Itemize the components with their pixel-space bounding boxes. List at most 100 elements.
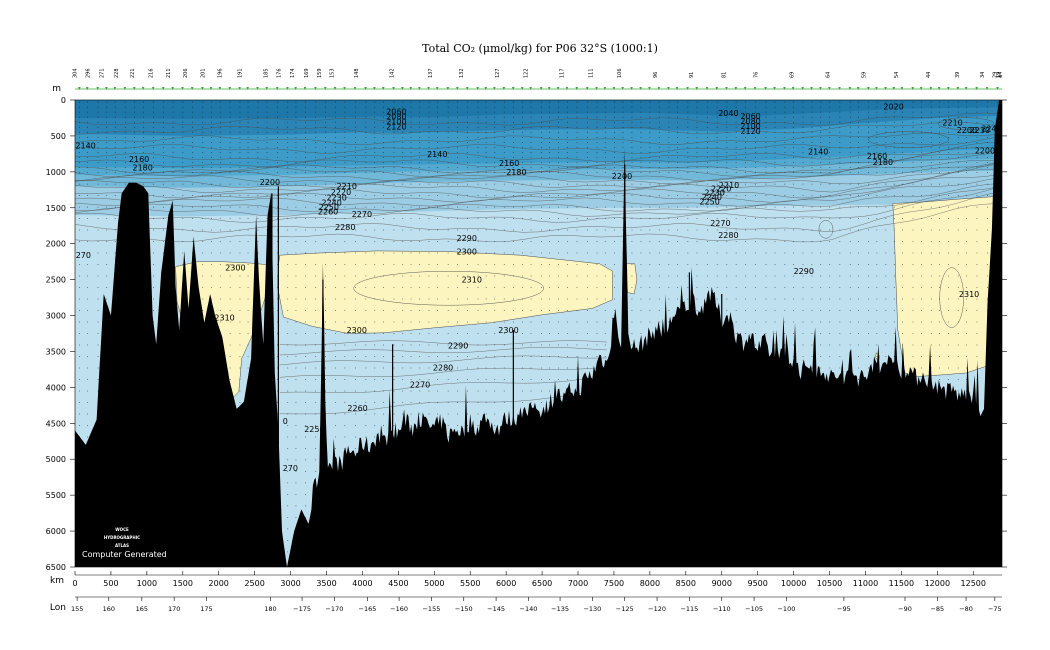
lon-axis: Lon 155 160 165 170 175 180 −175 −170 −165 −160 −1… <box>50 596 1002 613</box>
station-marker <box>975 87 978 90</box>
contour-label: 2210 <box>337 182 357 191</box>
contour-label: 2200 <box>957 126 977 135</box>
station-marker <box>595 87 598 90</box>
contour-label: 2160 <box>867 152 887 161</box>
station-marker <box>919 87 923 90</box>
contour-loop <box>939 267 964 328</box>
station-marker <box>113 87 117 90</box>
contour-label: 2310 <box>462 276 482 285</box>
watermark-line1: WOCE <box>115 527 129 532</box>
station-marker <box>686 87 689 90</box>
contour-line <box>279 366 607 378</box>
plot-frame <box>74 99 1003 568</box>
contour-line <box>74 185 1003 223</box>
station-marker <box>565 87 569 90</box>
contour-label: 2180 <box>133 164 153 173</box>
lon-tick-label: −120 <box>648 605 666 613</box>
station-label: 19 <box>996 72 1002 78</box>
x-tick-label: 1500 <box>173 579 193 588</box>
contour-line <box>279 376 607 393</box>
y-tick-label: 6500 <box>46 563 66 572</box>
station-marker <box>161 87 165 90</box>
station-marker <box>547 87 551 90</box>
x-tick-label: 500 <box>103 579 118 588</box>
watermark-caption: Computer Generated <box>82 550 167 559</box>
contour-label: 2160 <box>129 155 149 164</box>
contour-label: 2020 <box>883 103 903 112</box>
x-tick-label: 2500 <box>244 579 264 588</box>
y-tick-label: 5000 <box>46 455 66 464</box>
station-marker <box>725 87 728 90</box>
x-tick-label: 11000 <box>853 579 878 588</box>
station-marker <box>373 87 376 90</box>
contour-label: 2140 <box>808 148 828 157</box>
station-marker <box>612 87 616 90</box>
contour-label: 2140 <box>75 141 95 150</box>
station-marker <box>695 87 699 90</box>
station-marker <box>333 87 337 90</box>
station-marker <box>201 87 204 90</box>
x-tick-label: 12000 <box>925 579 950 588</box>
lon-tick-label: −80 <box>959 605 973 613</box>
contour-label: 2140 <box>427 150 447 159</box>
y-tick-label: 6000 <box>46 527 66 536</box>
lon-tick-label: −165 <box>359 605 377 613</box>
station-marker <box>303 87 307 90</box>
lon-tick-label: −135 <box>551 605 569 613</box>
station-marker <box>418 87 421 90</box>
y-tick-label: 2000 <box>46 240 66 249</box>
station-marker <box>810 87 813 90</box>
contour-label: 2250 <box>304 425 324 434</box>
bathymetry <box>75 100 1002 567</box>
contour-label: 2270 <box>352 210 372 219</box>
station-label: 91 <box>689 72 695 78</box>
station-marker <box>238 87 241 90</box>
contour-line <box>74 191 1003 233</box>
y-tick-label: 500 <box>51 132 66 141</box>
contour-label: 2270 <box>410 381 430 390</box>
lon-tick-label: −160 <box>390 605 408 613</box>
station-marker <box>630 87 633 90</box>
station-marker <box>856 87 860 90</box>
station-label: 127 <box>495 68 501 78</box>
watermark-line2: HYDROGRAPHIC <box>104 535 140 540</box>
band-2060 <box>75 100 1002 119</box>
station-marker <box>409 87 413 90</box>
station-label: 153 <box>330 68 336 78</box>
contour-loop <box>818 220 834 239</box>
station-label: 76 <box>754 72 760 78</box>
station-marker <box>911 87 914 90</box>
station-marker <box>275 87 279 90</box>
lon-tick-label: −100 <box>777 605 795 613</box>
contour-label: 2220 <box>331 188 351 197</box>
station-label: 169 <box>304 68 310 78</box>
contour-line <box>74 121 1003 135</box>
contour-loop <box>937 117 995 130</box>
station-label: 176 <box>277 68 283 78</box>
lon-tick-label: 175 <box>200 605 212 613</box>
station-label: 14 <box>997 72 1003 78</box>
station-marker <box>381 87 385 90</box>
contour-line <box>279 340 607 346</box>
y-tick-label: 3500 <box>46 347 66 356</box>
lon-tick-label: −170 <box>325 605 343 613</box>
station-marker <box>392 87 395 90</box>
station-marker <box>493 87 496 90</box>
station-marker <box>639 87 642 90</box>
station-marker <box>996 87 999 90</box>
x-axis: km 0 500 1000 1500 2000 2500 3000 3500 4000 4500 5… <box>50 571 1002 588</box>
lon-tick-label: 165 <box>136 605 148 613</box>
station-marker <box>218 87 222 90</box>
station-marker <box>900 87 904 90</box>
lon-tick-label: −150 <box>455 605 473 613</box>
x-tick-label: 1000 <box>137 579 157 588</box>
station-marker <box>947 87 950 90</box>
contour-line <box>74 176 1003 207</box>
contour-label: 2240 <box>702 193 722 202</box>
y-tick-label: 4500 <box>46 419 66 428</box>
station-marker <box>484 87 488 90</box>
station-label: 221 <box>130 68 136 78</box>
station-marker <box>132 87 136 90</box>
lon-tick-label: 170 <box>168 605 180 613</box>
y-tick-label: 0 <box>61 96 66 105</box>
